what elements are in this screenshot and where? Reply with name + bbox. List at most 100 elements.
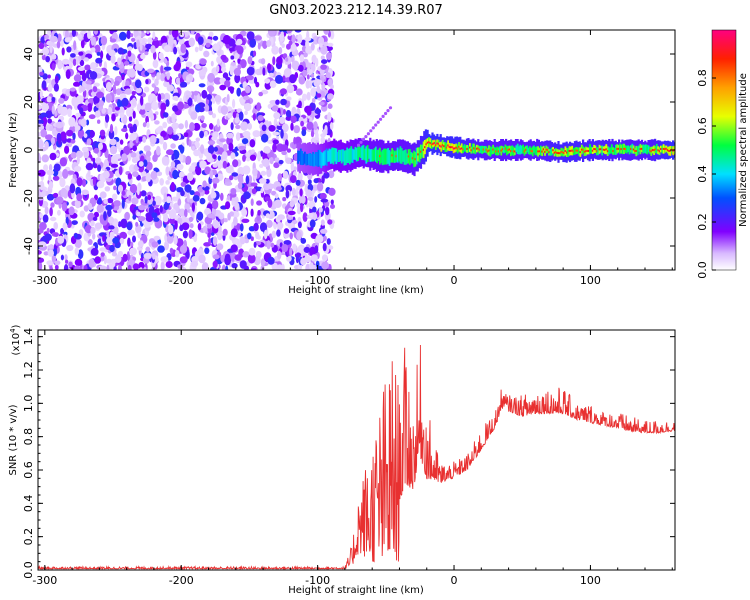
noise-speckle xyxy=(185,249,190,260)
noise-speckle xyxy=(186,192,190,203)
signal-band xyxy=(661,145,664,154)
noise-speckle xyxy=(256,200,263,206)
noise-speckle xyxy=(206,94,212,100)
noise-speckle xyxy=(197,36,204,45)
noise-speckle xyxy=(224,256,232,266)
noise-speckle xyxy=(241,218,250,223)
signal-core xyxy=(564,150,567,152)
noise-speckle xyxy=(234,239,238,245)
noise-speckle xyxy=(259,66,263,76)
noise-speckle xyxy=(327,219,333,225)
signal-core xyxy=(552,149,554,152)
noise-speckle xyxy=(40,36,46,45)
noise-speckle xyxy=(145,150,152,157)
noise-speckle xyxy=(300,237,307,244)
noise-speckle xyxy=(200,115,205,121)
noise-speckle xyxy=(217,231,223,241)
noise-speckle xyxy=(295,254,299,264)
noise-speckle xyxy=(246,31,255,41)
noise-speckle xyxy=(241,208,248,217)
noise-speckle xyxy=(137,216,146,222)
noise-speckle xyxy=(147,94,153,104)
noise-speckle xyxy=(213,146,218,152)
noise-speckle xyxy=(128,115,133,122)
noise-speckle xyxy=(298,100,302,108)
noise-speckle xyxy=(97,100,105,107)
noise-speckle xyxy=(267,30,276,37)
noise-speckle xyxy=(152,154,158,162)
noise-speckle xyxy=(105,81,112,92)
noise-speckle xyxy=(320,64,327,70)
noise-speckle xyxy=(132,171,139,178)
noise-speckle xyxy=(186,77,190,83)
noise-speckle xyxy=(128,195,132,202)
noise-speckle xyxy=(71,220,78,226)
noise-speckle xyxy=(259,163,264,168)
signal-core xyxy=(617,147,620,150)
signal-core xyxy=(649,149,651,152)
noise-speckle xyxy=(263,146,271,154)
signal-band xyxy=(628,146,631,155)
noise-speckle xyxy=(118,166,123,176)
signal-band xyxy=(410,152,413,164)
noise-speckle xyxy=(259,222,268,233)
noise-speckle xyxy=(150,170,158,180)
noise-speckle xyxy=(62,189,69,199)
noise-speckle xyxy=(244,102,252,112)
noise-speckle xyxy=(244,110,248,116)
noise-speckle xyxy=(162,112,169,118)
noise-speckle xyxy=(94,44,101,54)
noise-speckle xyxy=(47,83,53,93)
noise-speckle xyxy=(98,142,103,151)
noise-speckle xyxy=(189,223,194,229)
snr-frame xyxy=(37,329,676,571)
noise-speckle xyxy=(235,124,241,130)
signal-core xyxy=(451,146,454,149)
noise-speckle xyxy=(119,237,125,245)
signal-core xyxy=(575,149,578,152)
signal-band xyxy=(608,147,610,155)
signal-band xyxy=(522,144,524,154)
signal-band xyxy=(647,145,650,153)
signal-band xyxy=(358,146,361,158)
noise-speckle xyxy=(235,132,241,142)
noise-speckle xyxy=(52,192,59,198)
noise-speckle xyxy=(300,120,304,127)
signal-streak xyxy=(364,135,368,139)
noise-speckle xyxy=(92,233,96,240)
noise-speckle xyxy=(177,264,184,269)
noise-speckle xyxy=(79,210,85,218)
noise-speckle xyxy=(63,264,69,270)
noise-speckle xyxy=(76,177,83,187)
noise-speckle xyxy=(106,237,114,245)
noise-speckle xyxy=(306,121,314,130)
spectrogram-y-tick-label: 20 xyxy=(22,95,35,109)
noise-speckle xyxy=(145,172,152,183)
noise-speckle xyxy=(191,202,195,212)
noise-speckle xyxy=(246,157,251,162)
signal-band xyxy=(302,153,305,165)
noise-speckle xyxy=(87,202,93,209)
noise-speckle xyxy=(48,174,52,182)
noise-speckle xyxy=(149,135,157,145)
signal-band xyxy=(338,149,340,162)
noise-speckle xyxy=(103,211,107,221)
noise-speckle xyxy=(130,241,134,248)
signal-band xyxy=(309,153,312,166)
signal-core xyxy=(557,152,560,155)
signal-core xyxy=(616,147,619,150)
noise-speckle xyxy=(53,232,59,238)
noise-speckle xyxy=(319,192,327,200)
noise-speckle xyxy=(143,159,148,167)
noise-speckle xyxy=(140,170,147,177)
noise-speckle xyxy=(298,194,306,205)
noise-speckle xyxy=(170,143,176,149)
signal-band xyxy=(527,147,530,155)
noise-speckle xyxy=(305,62,312,68)
noise-speckle xyxy=(212,99,215,104)
noise-speckle xyxy=(242,165,251,175)
noise-speckle xyxy=(204,166,211,175)
noise-speckle xyxy=(321,59,328,64)
signal-core xyxy=(414,158,417,161)
noise-speckle xyxy=(325,72,331,79)
